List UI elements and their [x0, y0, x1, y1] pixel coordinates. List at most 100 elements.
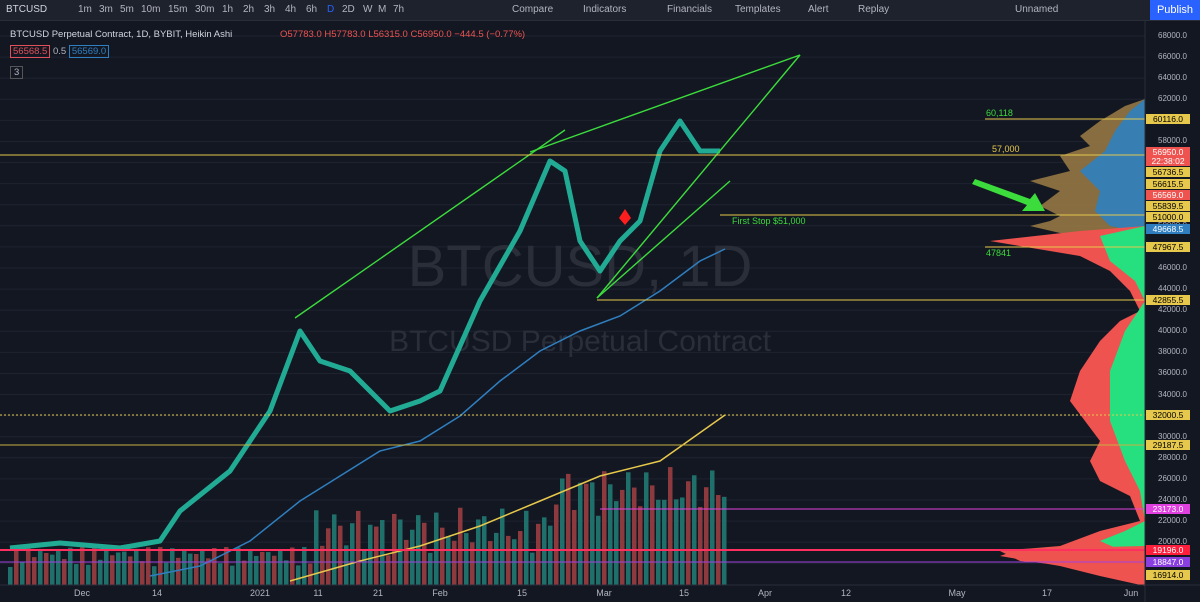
volume-bar: [554, 504, 559, 585]
volume-bar: [488, 541, 493, 585]
price-tag: 51000.0: [1146, 212, 1190, 222]
interval-button[interactable]: 30m: [195, 4, 215, 15]
indicator-count[interactable]: 3: [10, 66, 24, 79]
volume-bar: [50, 554, 55, 585]
toolbar-button[interactable]: Indicators: [583, 4, 627, 15]
annotation: First Stop $51,000: [732, 216, 806, 226]
price-label: 68000.0: [1158, 31, 1187, 40]
publish-button[interactable]: Publish: [1150, 0, 1200, 20]
toolbar-button[interactable]: Alert: [808, 4, 829, 15]
volume-bar: [662, 499, 667, 585]
date-label: 11: [313, 588, 323, 598]
price-label: 36000.0: [1158, 368, 1187, 378]
volume-bar: [278, 549, 283, 585]
interval-button[interactable]: 2h: [243, 4, 255, 15]
date-label: Jun: [1123, 588, 1139, 598]
interval-button[interactable]: 15m: [168, 4, 188, 15]
volume-bar: [452, 540, 457, 585]
annotation: 57,000: [992, 144, 1020, 154]
interval-button[interactable]: 4h: [285, 4, 297, 15]
volume-bar: [386, 555, 391, 585]
volume-bar: [716, 495, 721, 585]
date-label: 2021: [249, 588, 271, 598]
volume-bar: [182, 550, 187, 585]
volume-bar: [20, 561, 25, 585]
interval-button[interactable]: W: [363, 4, 373, 15]
price-tag: 19196.0: [1146, 545, 1190, 555]
volume-bar: [566, 473, 571, 585]
volume-bar: [470, 542, 475, 585]
volume-bar: [26, 548, 31, 585]
volume-bar: [704, 487, 709, 585]
toolbar-button[interactable]: Financials: [667, 4, 713, 15]
volume-bar: [14, 547, 19, 585]
interval-button[interactable]: 1m: [78, 4, 92, 15]
price-tag: 29187.5: [1146, 440, 1190, 450]
volume-bar: [86, 564, 91, 585]
volume-bar: [548, 525, 553, 585]
volume-bar: [686, 481, 691, 585]
volume-bar: [104, 549, 109, 585]
price-tag: 55839.5: [1146, 201, 1190, 211]
price-tag: 49668.5: [1146, 224, 1190, 234]
volume-bar: [62, 559, 67, 585]
ask: 56569.0: [68, 45, 110, 58]
interval-button[interactable]: 6h: [306, 4, 318, 15]
volume-bar: [680, 497, 685, 585]
price-label: 20000.0: [1158, 537, 1187, 547]
toolbar: BTCUSD Publish 1m 3m 5m 10m 15m 30m 1h 2h 3h 4h 6h…: [0, 0, 1200, 21]
toolbar-button[interactable]: Replay: [858, 4, 890, 15]
volume-bar: [530, 552, 535, 585]
layout-name[interactable]: Unnamed: [1015, 4, 1059, 15]
volume-bar: [176, 557, 181, 585]
volume-bar: [164, 562, 169, 585]
volume-bar: [254, 555, 259, 585]
price-tag: 60116.0: [1146, 114, 1190, 124]
interval-button[interactable]: D: [327, 4, 335, 15]
interval-button[interactable]: 3m: [99, 4, 113, 15]
price-label: 40000.0: [1158, 326, 1187, 336]
volume-bar: [398, 519, 403, 585]
volume-bar: [200, 550, 205, 585]
volume-bar: [212, 548, 217, 585]
volume-bar: [158, 547, 163, 585]
legend-ohlc: O57783.0 H57783.0 L56315.0 C56950.0 −444…: [280, 29, 526, 40]
toolbar-button[interactable]: Compare: [512, 4, 554, 15]
interval-button[interactable]: 7h: [393, 4, 405, 15]
date-label: 17: [1041, 588, 1053, 598]
volume-bar: [266, 552, 271, 585]
interval-button[interactable]: M: [378, 4, 387, 15]
price-label: 38000.0: [1158, 347, 1187, 357]
volume-bar: [650, 485, 655, 585]
volume-bar: [314, 510, 319, 585]
volume-bar: [356, 510, 361, 585]
volume-bar: [476, 519, 481, 585]
date-label: Dec: [73, 588, 91, 598]
volume-bar: [620, 489, 625, 585]
volume-bar: [428, 552, 433, 585]
date-label: 12: [840, 588, 852, 598]
symbol-search[interactable]: BTCUSD: [6, 4, 48, 15]
price-tag: 42855.5: [1146, 295, 1190, 305]
volume-bar: [584, 483, 589, 585]
interval-button[interactable]: 2D: [342, 4, 355, 15]
toolbar-button[interactable]: Templates: [735, 4, 781, 15]
interval-button[interactable]: 3h: [264, 4, 276, 15]
interval-button[interactable]: 10m: [141, 4, 161, 15]
volume-bar: [110, 555, 115, 585]
volume-bar: [248, 549, 253, 585]
volume-bar: [74, 564, 79, 585]
volume-bar: [524, 510, 529, 585]
date-label: 15: [678, 588, 690, 598]
price-tag: 47967.5: [1146, 242, 1190, 252]
volume-bar: [380, 520, 385, 585]
volume-bar: [224, 547, 229, 585]
volume-bar: [590, 482, 595, 585]
volume-bar: [206, 558, 211, 585]
volume-bar: [302, 547, 307, 585]
interval-button[interactable]: 1h: [222, 4, 234, 15]
interval-button[interactable]: 5m: [120, 4, 134, 15]
volume-bar: [230, 565, 235, 585]
volume-bar: [422, 522, 427, 585]
